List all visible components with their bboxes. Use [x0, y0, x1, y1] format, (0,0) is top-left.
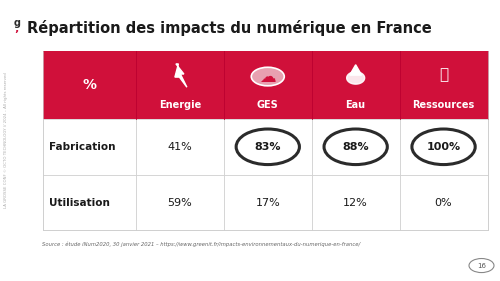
- Text: GES: GES: [257, 100, 278, 110]
- Text: 41%: 41%: [168, 142, 192, 152]
- Text: 59%: 59%: [168, 198, 192, 208]
- Polygon shape: [175, 64, 187, 87]
- FancyBboxPatch shape: [400, 175, 488, 230]
- Text: 88%: 88%: [342, 142, 369, 152]
- Text: %: %: [82, 78, 96, 92]
- FancyBboxPatch shape: [42, 175, 136, 230]
- FancyBboxPatch shape: [224, 51, 312, 119]
- Text: Fabrication: Fabrication: [48, 142, 115, 152]
- Text: Energie: Energie: [159, 100, 201, 110]
- Text: LA GROSSE CONF © OCTO TECHNOLOGY // 2024 – All rights reserved: LA GROSSE CONF © OCTO TECHNOLOGY // 2024…: [4, 72, 8, 209]
- Polygon shape: [346, 72, 364, 84]
- Text: ⛏: ⛏: [439, 68, 448, 83]
- FancyBboxPatch shape: [312, 119, 400, 175]
- FancyBboxPatch shape: [42, 119, 136, 175]
- Text: ☁: ☁: [260, 67, 276, 85]
- Text: Répartition des impacts du numérique en France: Répartition des impacts du numérique en …: [27, 20, 432, 36]
- FancyBboxPatch shape: [224, 175, 312, 230]
- FancyBboxPatch shape: [400, 51, 488, 119]
- Text: 12%: 12%: [344, 198, 368, 208]
- Text: 0%: 0%: [434, 198, 452, 208]
- FancyBboxPatch shape: [42, 51, 136, 119]
- Text: 16: 16: [477, 262, 486, 269]
- Text: 100%: 100%: [426, 142, 460, 152]
- FancyBboxPatch shape: [312, 51, 400, 119]
- Text: Utilisation: Utilisation: [48, 198, 110, 208]
- FancyBboxPatch shape: [136, 119, 224, 175]
- Text: 17%: 17%: [256, 198, 280, 208]
- FancyBboxPatch shape: [136, 175, 224, 230]
- FancyBboxPatch shape: [224, 119, 312, 175]
- FancyBboxPatch shape: [400, 119, 488, 175]
- Text: Source : étude iNum2020, 30 janvier 2021 – https://www.greenit.fr/impacts-enviro: Source : étude iNum2020, 30 janvier 2021…: [42, 242, 361, 247]
- Circle shape: [252, 67, 284, 86]
- Text: ’: ’: [14, 30, 18, 40]
- FancyBboxPatch shape: [136, 51, 224, 119]
- FancyBboxPatch shape: [312, 175, 400, 230]
- Text: Eau: Eau: [346, 100, 366, 110]
- Text: g: g: [14, 18, 21, 28]
- Text: Ressources: Ressources: [412, 100, 474, 110]
- Polygon shape: [350, 65, 362, 75]
- Text: 83%: 83%: [254, 142, 281, 152]
